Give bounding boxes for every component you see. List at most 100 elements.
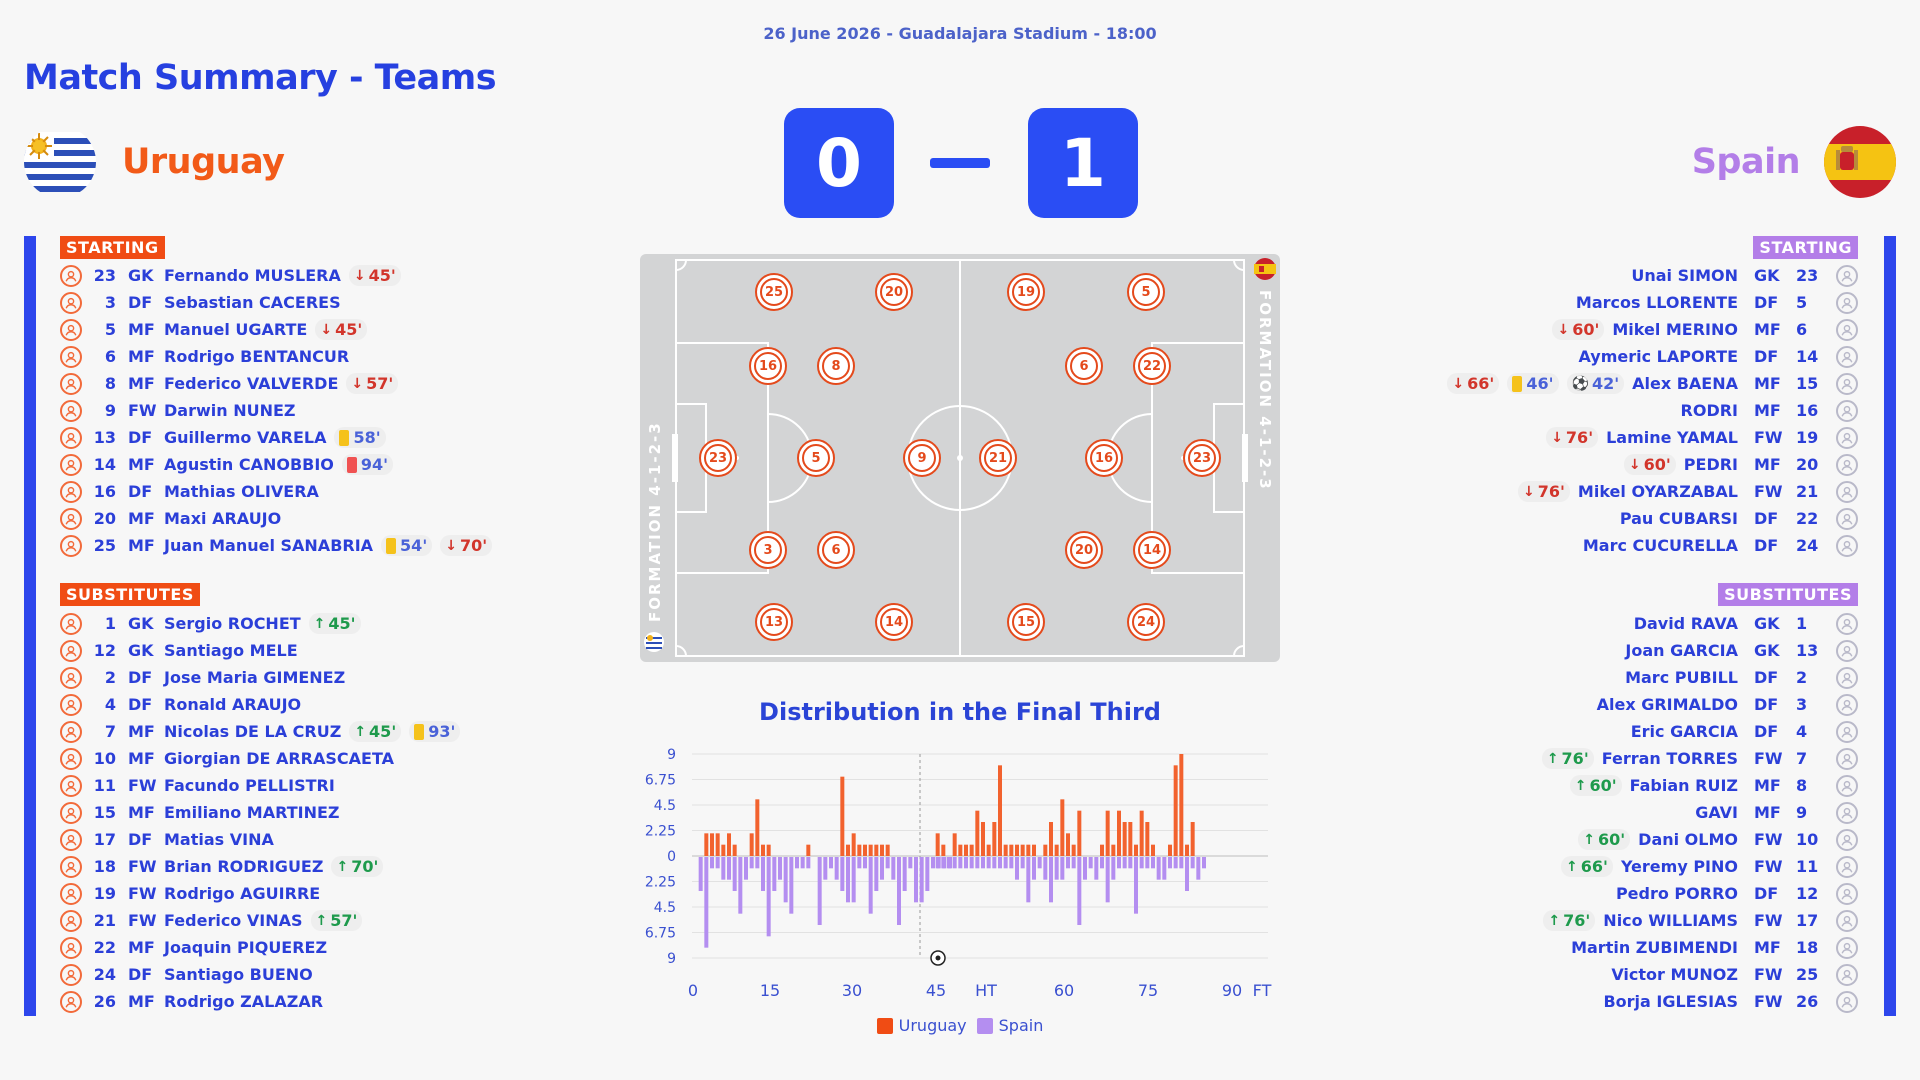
player-row[interactable]: 16 DF Mathias OLIVERA [60,478,492,505]
bar-uruguay [958,844,963,856]
player-row[interactable]: Marcos LLORENTE DF 5 [1447,289,1858,316]
player-row[interactable]: Marc CUCURELLA DF 24 [1447,532,1858,559]
player-row[interactable]: 22 MF Joaquin PIQUEREZ [60,934,460,961]
player-row[interactable]: 26 MF Rodrigo ZALAZAR [60,988,460,1015]
player-row[interactable]: ↑ 76' Nico WILLIAMS FW 17 [1542,907,1858,934]
player-row[interactable]: 12 GK Santiago MELE [60,637,460,664]
player-row[interactable]: 3 DF Sebastian CACERES [60,289,492,316]
player-name: Marc PUBILL [1625,668,1738,687]
player-row[interactable]: Alex GRIMALDO DF 3 [1542,691,1858,718]
bar-spain [1015,857,1019,880]
player-row[interactable]: 24 DF Santiago BUENO [60,961,460,988]
pitch-player-home: 6 [817,531,855,569]
player-row[interactable]: 13 DF Guillermo VARELA 58' [60,424,492,451]
away-team-name: Spain [1691,142,1801,182]
player-position: DF [1754,347,1779,366]
player-number: 18 [1796,938,1819,957]
player-number: 14 [1796,347,1819,366]
player-row[interactable]: Joan GARCIA GK 13 [1542,637,1858,664]
scoreboard: 0 1 [784,108,1138,218]
player-row[interactable]: 11 FW Facundo PELLISTRI [60,772,460,799]
player-row[interactable]: 20 MF Maxi ARAUJO [60,505,492,532]
player-avatar-icon [1836,882,1858,905]
player-row[interactable]: 6 MF Rodrigo BENTANCUR [60,343,492,370]
player-row[interactable]: Aymeric LAPORTE DF 14 [1447,343,1858,370]
player-row[interactable]: ↓ 60' PEDRI MF 20 [1447,451,1858,478]
player-row[interactable]: 1 GK Sergio ROCHET ↑ 45' [60,610,460,637]
player-row[interactable]: 2 DF Jose Maria GIMENEZ [60,664,460,691]
player-row[interactable]: Pau CUBARSI DF 22 [1447,505,1858,532]
player-row[interactable]: 7 MF Nicolas DE LA CRUZ ↑ 45' 93' [60,718,461,745]
pitch-player-number: 21 [984,444,1012,472]
player-name: Fernando MUSLERA [164,266,341,285]
player-number: 1 [1796,614,1808,633]
player-avatar-icon [60,909,82,932]
player-name: GAVI [1695,803,1738,822]
sub-in-arrow-icon: ↑ [313,615,326,632]
player-avatar-icon [60,666,82,689]
player-row[interactable]: David RAVA GK 1 [1542,610,1858,637]
player-avatar-icon [60,345,82,368]
player-row[interactable]: 8 MF Federico VALVERDE ↓ 57' [60,370,492,397]
bar-spain [947,857,951,869]
player-row[interactable]: 17 DF Matias VINA [60,826,460,853]
bar-uruguay [880,844,884,856]
player-number: 26 [93,992,116,1011]
player-row[interactable]: ↓ 76' Mikel OYARZABAL FW 21 [1447,478,1858,505]
player-avatar-icon [1836,639,1858,662]
player-row[interactable]: Victor MUNOZ FW 25 [1542,961,1858,988]
player-row[interactable]: Eric GARCIA DF 4 [1542,718,1858,745]
x-tick-label: 45 [926,981,946,1000]
player-number: 2 [104,668,116,687]
y-tick-label: 2.25 [645,824,676,840]
player-name: David RAVA [1633,614,1738,633]
player-row[interactable]: ↑ 66' Yeremy PINO FW 11 [1542,853,1858,880]
bar-uruguay [721,844,726,856]
player-row[interactable]: 4 DF Ronald ARAUJO [60,691,460,718]
bar-spain [1094,857,1099,880]
player-row[interactable]: Pedro PORRO DF 12 [1542,880,1858,907]
bar-spain [1105,857,1110,903]
bar-spain [1185,857,1189,891]
player-position: MF [128,938,155,957]
player-row[interactable]: 5 MF Manuel UGARTE ↓ 45' [60,316,492,343]
bar-uruguay [1139,810,1144,856]
player-row[interactable]: 15 MF Emiliano MARTINEZ [60,799,460,826]
pitch-player-number: 15 [1012,608,1040,636]
legend-label-uruguay: Uruguay [898,1016,967,1035]
chart-title: Distribution in the Final Third [759,698,1161,726]
player-row[interactable]: Martin ZUBIMENDI MF 18 [1542,934,1858,961]
player-row[interactable]: 10 MF Giorgian DE ARRASCAETA [60,745,460,772]
player-row[interactable]: ↑ 76' Ferran TORRES FW 7 [1541,745,1858,772]
player-row[interactable]: Unai SIMON GK 23 [1447,262,1858,289]
player-row[interactable]: ↑ 60' Fabian RUIZ MF 8 [1542,772,1858,799]
pitch-player-number: 25 [760,278,788,306]
player-name: Martin ZUBIMENDI [1571,938,1738,957]
bar-uruguay [806,844,811,856]
player-row[interactable]: 21 FW Federico VINAS ↑ 57' [60,907,460,934]
bar-uruguay [1077,810,1082,856]
bar-uruguay [732,844,737,856]
player-row[interactable]: GAVI MF 9 [1542,799,1858,826]
player-row[interactable]: ↓ 60' Mikel MERINO MF 6 [1447,316,1858,343]
player-row[interactable]: ↑ 60' Dani OLMO FW 10 [1542,826,1858,853]
player-row[interactable]: Borja IGLESIAS FW 26 [1542,988,1858,1015]
player-avatar-icon [60,480,82,503]
player-row[interactable]: 19 FW Rodrigo AGUIRRE [60,880,460,907]
player-position: FW [1754,749,1783,768]
pitch-player-number: 16 [1090,444,1118,472]
player-row[interactable]: 14 MF Agustin CANOBBIO 94' [60,451,492,478]
player-row[interactable]: 9 FW Darwin NUNEZ [60,397,492,424]
player-number: 17 [1796,911,1819,930]
player-row[interactable]: Marc PUBILL DF 2 [1542,664,1858,691]
home-substitutes-badge: SUBSTITUTES [60,583,200,606]
player-row[interactable]: RODRI MF 16 [1447,397,1858,424]
player-number: 23 [1796,266,1819,285]
player-row[interactable]: 25 MF Juan Manuel SANABRIA 54' ↓ 70' [60,532,493,559]
bar-spain [704,857,709,948]
player-row[interactable]: ↓ 76' Lamine YAMAL FW 19 [1447,424,1858,451]
player-row[interactable]: ↓ 66' 46' ⚽ 42' Alex BAENA MF 15 [1447,370,1858,397]
player-avatar-icon [1836,747,1858,770]
player-row[interactable]: 23 GK Fernando MUSLERA ↓ 45' [60,262,492,289]
player-row[interactable]: 18 FW Brian RODRIGUEZ ↑ 70' [60,853,460,880]
